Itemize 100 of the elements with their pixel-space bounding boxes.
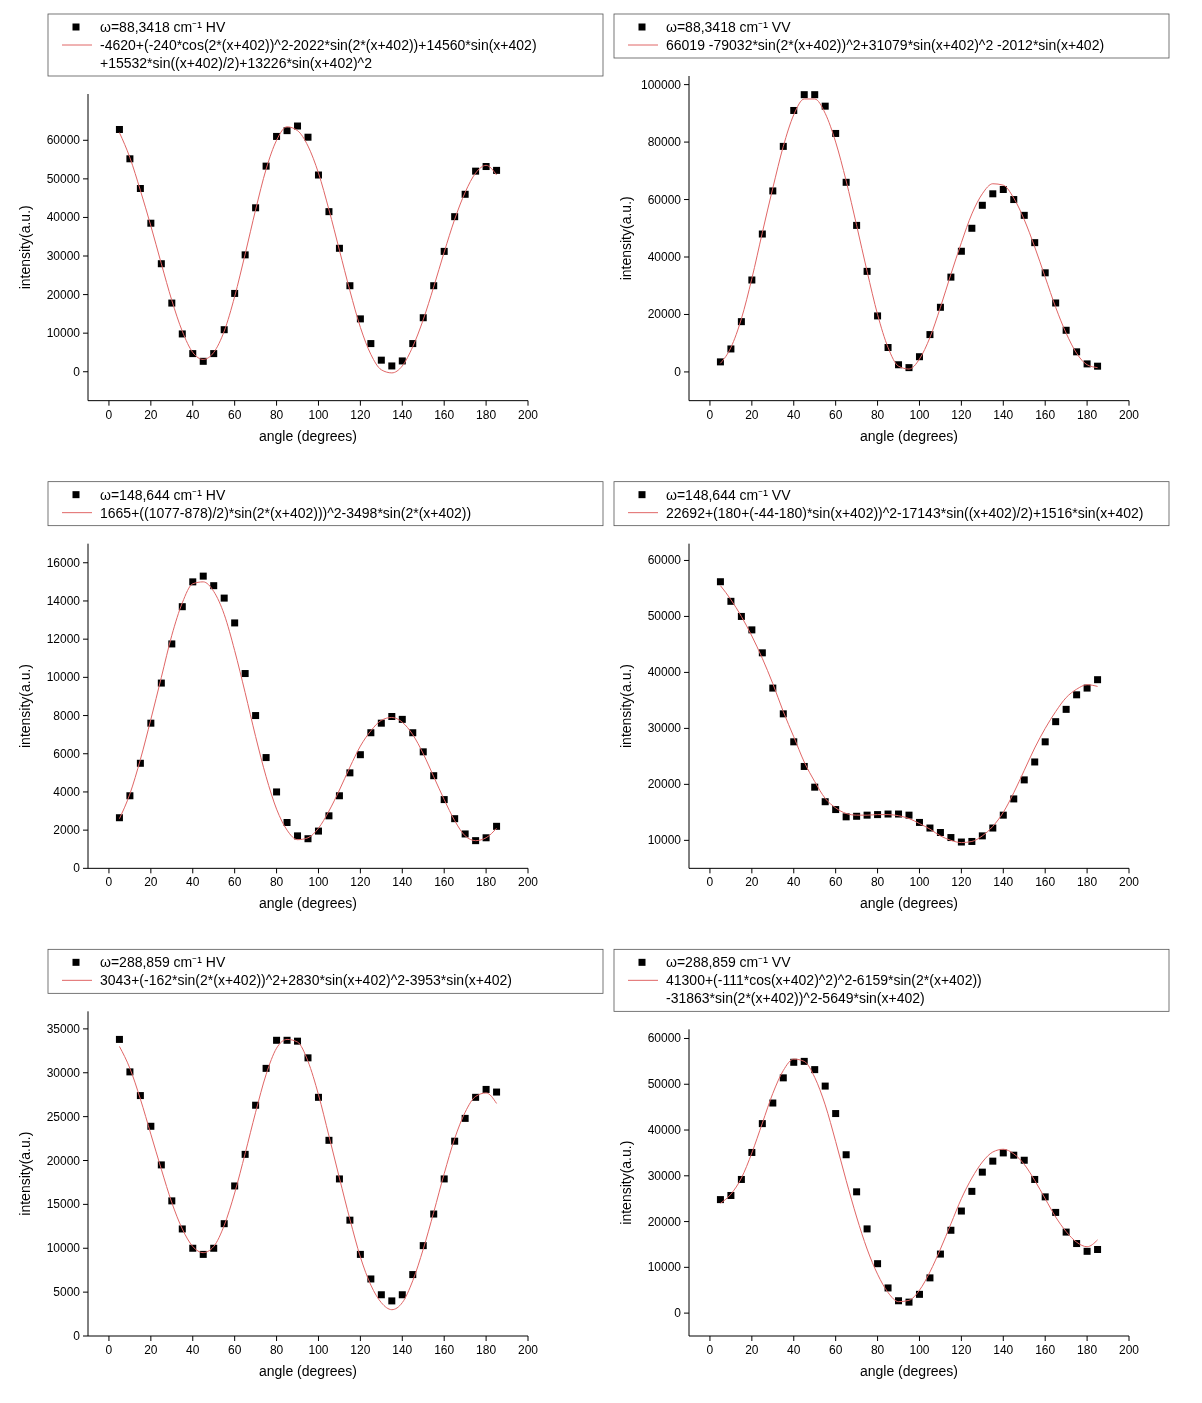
y-tick-label: 25000 [46,1109,81,1124]
y-tick-label: 10000 [46,326,81,341]
point [367,340,375,348]
x-tick-label: 60 [828,1343,843,1357]
y-tick-label: 0 [73,364,81,379]
point [968,224,976,232]
x-axis-title: angle (degrees) [258,427,358,444]
point [1083,1247,1091,1255]
x-tick-label: 80 [269,875,284,890]
point [398,1291,406,1299]
y-axis-title: intensity(a.u.) [618,663,634,749]
point [779,1074,787,1082]
y-tick-label: 10000 [647,833,682,848]
point [252,712,260,720]
point [874,1260,882,1268]
x-tick-label: 120 [951,407,972,422]
x-tick-label: 60 [227,1343,242,1357]
x-tick-label: 140 [993,407,1014,422]
y-tick-label: 60000 [647,553,682,568]
y-axis-title: intensity(a.u.) [17,205,33,290]
legend-label: 41300+(-111*cos(x+402)^2)^2-6159*sin(2*(x+402))-31863*sin(2*(x+402))^2-5649*sin(x+402) [666,972,982,1007]
y-axis-title: intensity(a.u.) [618,196,634,281]
legend-label: ω=148,644 cm⁻¹ VV [666,486,792,503]
x-tick-label: 60 [828,407,843,422]
point [388,362,396,370]
x-tick-label: 180 [1077,407,1098,422]
point [210,582,218,590]
x-tick-label: 100 [308,1343,329,1357]
point [231,619,239,627]
x-tick-label: 40 [787,407,801,422]
x-tick-label: 120 [951,1343,972,1357]
point [262,754,270,762]
y-axis-title: intensity(a.u.) [17,663,33,749]
point [957,1207,965,1215]
x-tick-label: 20 [144,1343,158,1357]
y-tick-label: 15000 [46,1197,81,1212]
point [388,1297,396,1305]
x-tick-label: 80 [870,1343,885,1357]
y-axis-title: intensity(a.u.) [618,1140,634,1225]
y-tick-label: 2000 [53,823,81,838]
point [978,1168,986,1176]
y-tick-label: 40000 [647,1123,682,1138]
y-tick-label: 80000 [647,135,682,150]
point [842,1151,850,1159]
y-tick-label: 20000 [46,1153,81,1168]
point [811,91,819,99]
legend-label: ω=288,859 cm⁻¹ HV [100,954,226,971]
point [800,91,808,99]
point [241,670,249,678]
x-tick-label: 60 [828,875,843,890]
x-tick-label: 180 [1077,875,1098,890]
point [968,1187,976,1195]
point [493,822,501,830]
x-axis-title: angle (degrees) [258,1363,358,1379]
y-tick-label: 4000 [53,784,81,799]
x-tick-label: 140 [993,875,1014,890]
x-tick-label: 160 [1035,875,1056,890]
x-axis-title: angle (degrees) [859,427,959,444]
point [811,1066,819,1074]
point [1062,705,1070,713]
x-tick-label: 60 [227,875,242,890]
y-tick-label: 20000 [46,287,81,302]
x-tick-label: 200 [517,875,539,890]
point [115,1035,123,1043]
x-tick-label: 120 [350,875,371,890]
x-tick-label: 80 [870,407,885,422]
point [978,201,986,209]
x-tick-label: 180 [476,875,497,890]
x-tick-label: 160 [434,407,455,422]
y-tick-label: 60000 [647,192,682,207]
y-tick-label: 14000 [46,593,81,608]
y-tick-label: 20000 [647,307,682,322]
point [115,125,123,133]
legend-label: ω=88,3418 cm⁻¹ HV [100,19,226,35]
legend-label: 1665+((1077-878)/2)*sin(2*(x+402)))^2-3498*sin(2*(x+402)) [100,504,472,521]
y-tick-label: 0 [73,861,81,876]
point [863,1225,871,1233]
legend-label: -4620+(-240*cos(2*(x+402))^2-2022*sin(2*(x+402))+14560*sin(x+402)+15532*sin((x+402)/2)+13226*sin(x+402)^2 [100,37,537,71]
x-tick-label: 0 [105,875,113,890]
point [273,1036,281,1044]
point [220,594,228,602]
x-tick-label: 100 [909,1343,930,1357]
x-tick-label: 200 [1118,1343,1140,1357]
point [199,572,207,580]
y-tick-label: 50000 [647,1077,682,1092]
x-tick-label: 80 [269,407,284,422]
point [304,133,312,141]
y-tick-label: 10000 [647,1260,682,1275]
point [294,832,302,840]
x-tick-label: 160 [1035,407,1056,422]
point [989,190,997,198]
point [832,1110,840,1118]
y-tick-label: 40000 [647,250,682,265]
point [716,578,724,586]
y-tick-label: 30000 [46,249,81,264]
x-tick-label: 20 [745,407,759,422]
y-tick-label: 10000 [46,1241,81,1256]
y-tick-label: 50000 [46,171,81,186]
y-tick-label: 5000 [53,1285,81,1300]
point [482,1085,490,1093]
